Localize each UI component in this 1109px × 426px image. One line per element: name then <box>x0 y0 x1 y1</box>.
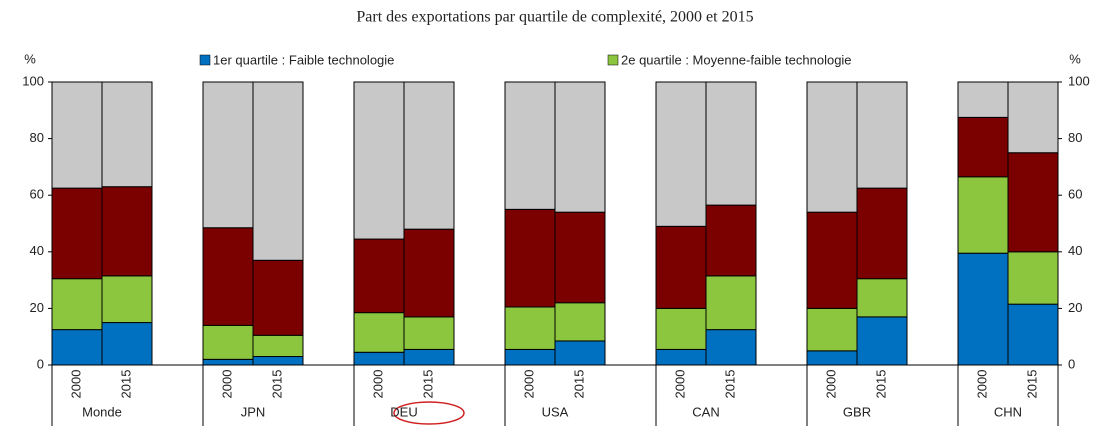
y-unit-right: % <box>1069 51 1081 66</box>
x-tick-label: 2015 <box>420 370 435 399</box>
bar-segment <box>51 187 103 280</box>
legend-label: 1er quartile : Faible technologie <box>213 52 394 67</box>
bar-segment <box>101 275 153 324</box>
bar-segment <box>806 350 858 366</box>
bar-segment <box>353 238 405 314</box>
bar-segment <box>655 225 707 309</box>
bar-segment <box>252 81 304 261</box>
x-tick-label: 2015 <box>722 370 737 399</box>
bar-segment <box>504 81 556 210</box>
x-tick-label: 2000 <box>974 370 989 399</box>
x-tick-label: 2015 <box>571 370 586 399</box>
x-tick-label: 2015 <box>269 370 284 399</box>
bar-segment <box>252 259 304 336</box>
chart-title: Part des exportations par quartile de co… <box>356 9 753 26</box>
y2-tick-label: 100 <box>1068 73 1090 88</box>
y-tick-label: 100 <box>22 73 44 88</box>
bar-segment <box>554 302 606 342</box>
bar-segment <box>655 307 707 350</box>
bar-segment <box>554 211 606 304</box>
x-tick-label: 2015 <box>873 370 888 399</box>
bar-segment <box>957 176 1009 254</box>
y-tick-label: 0 <box>37 356 44 371</box>
bar-segment <box>1007 81 1059 154</box>
bar-segment <box>806 81 858 213</box>
bar-segment <box>101 186 153 277</box>
bar-segment <box>51 329 103 366</box>
bar-segment <box>1007 152 1059 253</box>
x-tick-label: 2000 <box>219 370 234 399</box>
bar-segment <box>554 340 606 366</box>
bar-segment <box>856 278 908 318</box>
bar-segment <box>504 348 556 366</box>
y2-tick-label: 20 <box>1068 300 1082 315</box>
bar-segment <box>806 211 858 309</box>
y-unit-left: % <box>24 51 36 66</box>
bar-segment <box>554 81 606 213</box>
bar-segment <box>202 81 254 229</box>
bar-segment <box>51 81 103 189</box>
bar-segment <box>957 252 1009 366</box>
bar-segment <box>705 329 757 366</box>
bar-segment <box>252 356 304 366</box>
bar-segment <box>504 306 556 350</box>
y2-tick-label: 0 <box>1068 356 1075 371</box>
bar-segment <box>252 334 304 358</box>
x-tick-label: 2000 <box>370 370 385 399</box>
bar-segment <box>504 208 556 308</box>
y-tick-label: 20 <box>30 300 44 315</box>
legend-label: 2e quartile : Moyenne-faible technologie <box>621 52 852 67</box>
bar-segment <box>856 316 908 366</box>
legend-swatch <box>199 54 211 66</box>
y2-tick-label: 60 <box>1068 187 1082 202</box>
x-tick-label: 2015 <box>118 370 133 399</box>
bar-segment <box>403 81 455 230</box>
x-tick-label: 2000 <box>521 370 536 399</box>
bar-segment <box>1007 303 1059 366</box>
y-tick-label: 40 <box>30 243 44 258</box>
group-label: GBR <box>843 404 871 419</box>
bar-segment <box>1007 251 1059 305</box>
bar-segment <box>353 312 405 353</box>
y-tick-label: 80 <box>30 130 44 145</box>
bar-segment <box>856 81 908 189</box>
bar-segment <box>705 204 757 277</box>
bar-segment <box>705 81 757 206</box>
bar-segment <box>806 307 858 352</box>
legend-swatch <box>607 54 619 66</box>
group-label: Monde <box>82 404 122 419</box>
group-label: JPN <box>241 404 266 419</box>
bar-segment <box>202 324 254 360</box>
group-label: CAN <box>692 404 719 419</box>
bar-segment <box>403 228 455 318</box>
bar-segment <box>101 81 153 188</box>
x-tick-label: 2000 <box>672 370 687 399</box>
y2-tick-label: 40 <box>1068 243 1082 258</box>
bar-segment <box>957 81 1009 118</box>
bar-segment <box>655 348 707 366</box>
bar-segment <box>202 227 254 326</box>
bar-segment <box>957 116 1009 178</box>
y2-tick-label: 80 <box>1068 130 1082 145</box>
x-tick-label: 2015 <box>1024 370 1039 399</box>
x-tick-label: 2000 <box>823 370 838 399</box>
bar-segment <box>202 358 254 366</box>
bar-segment <box>655 81 707 227</box>
group-label: DEU <box>390 404 417 419</box>
bar-segment <box>856 187 908 280</box>
x-tick-label: 2000 <box>68 370 83 399</box>
bar-segment <box>403 316 455 350</box>
group-label: USA <box>542 404 569 419</box>
bar-segment <box>353 351 405 366</box>
group-label: CHN <box>994 404 1022 419</box>
y-tick-label: 60 <box>30 187 44 202</box>
highlight-circle <box>393 401 465 425</box>
bar-segment <box>403 348 455 366</box>
bar-segment <box>51 278 103 331</box>
bar-segment <box>353 81 405 240</box>
bar-segment <box>705 275 757 331</box>
bar-segment <box>101 322 153 366</box>
